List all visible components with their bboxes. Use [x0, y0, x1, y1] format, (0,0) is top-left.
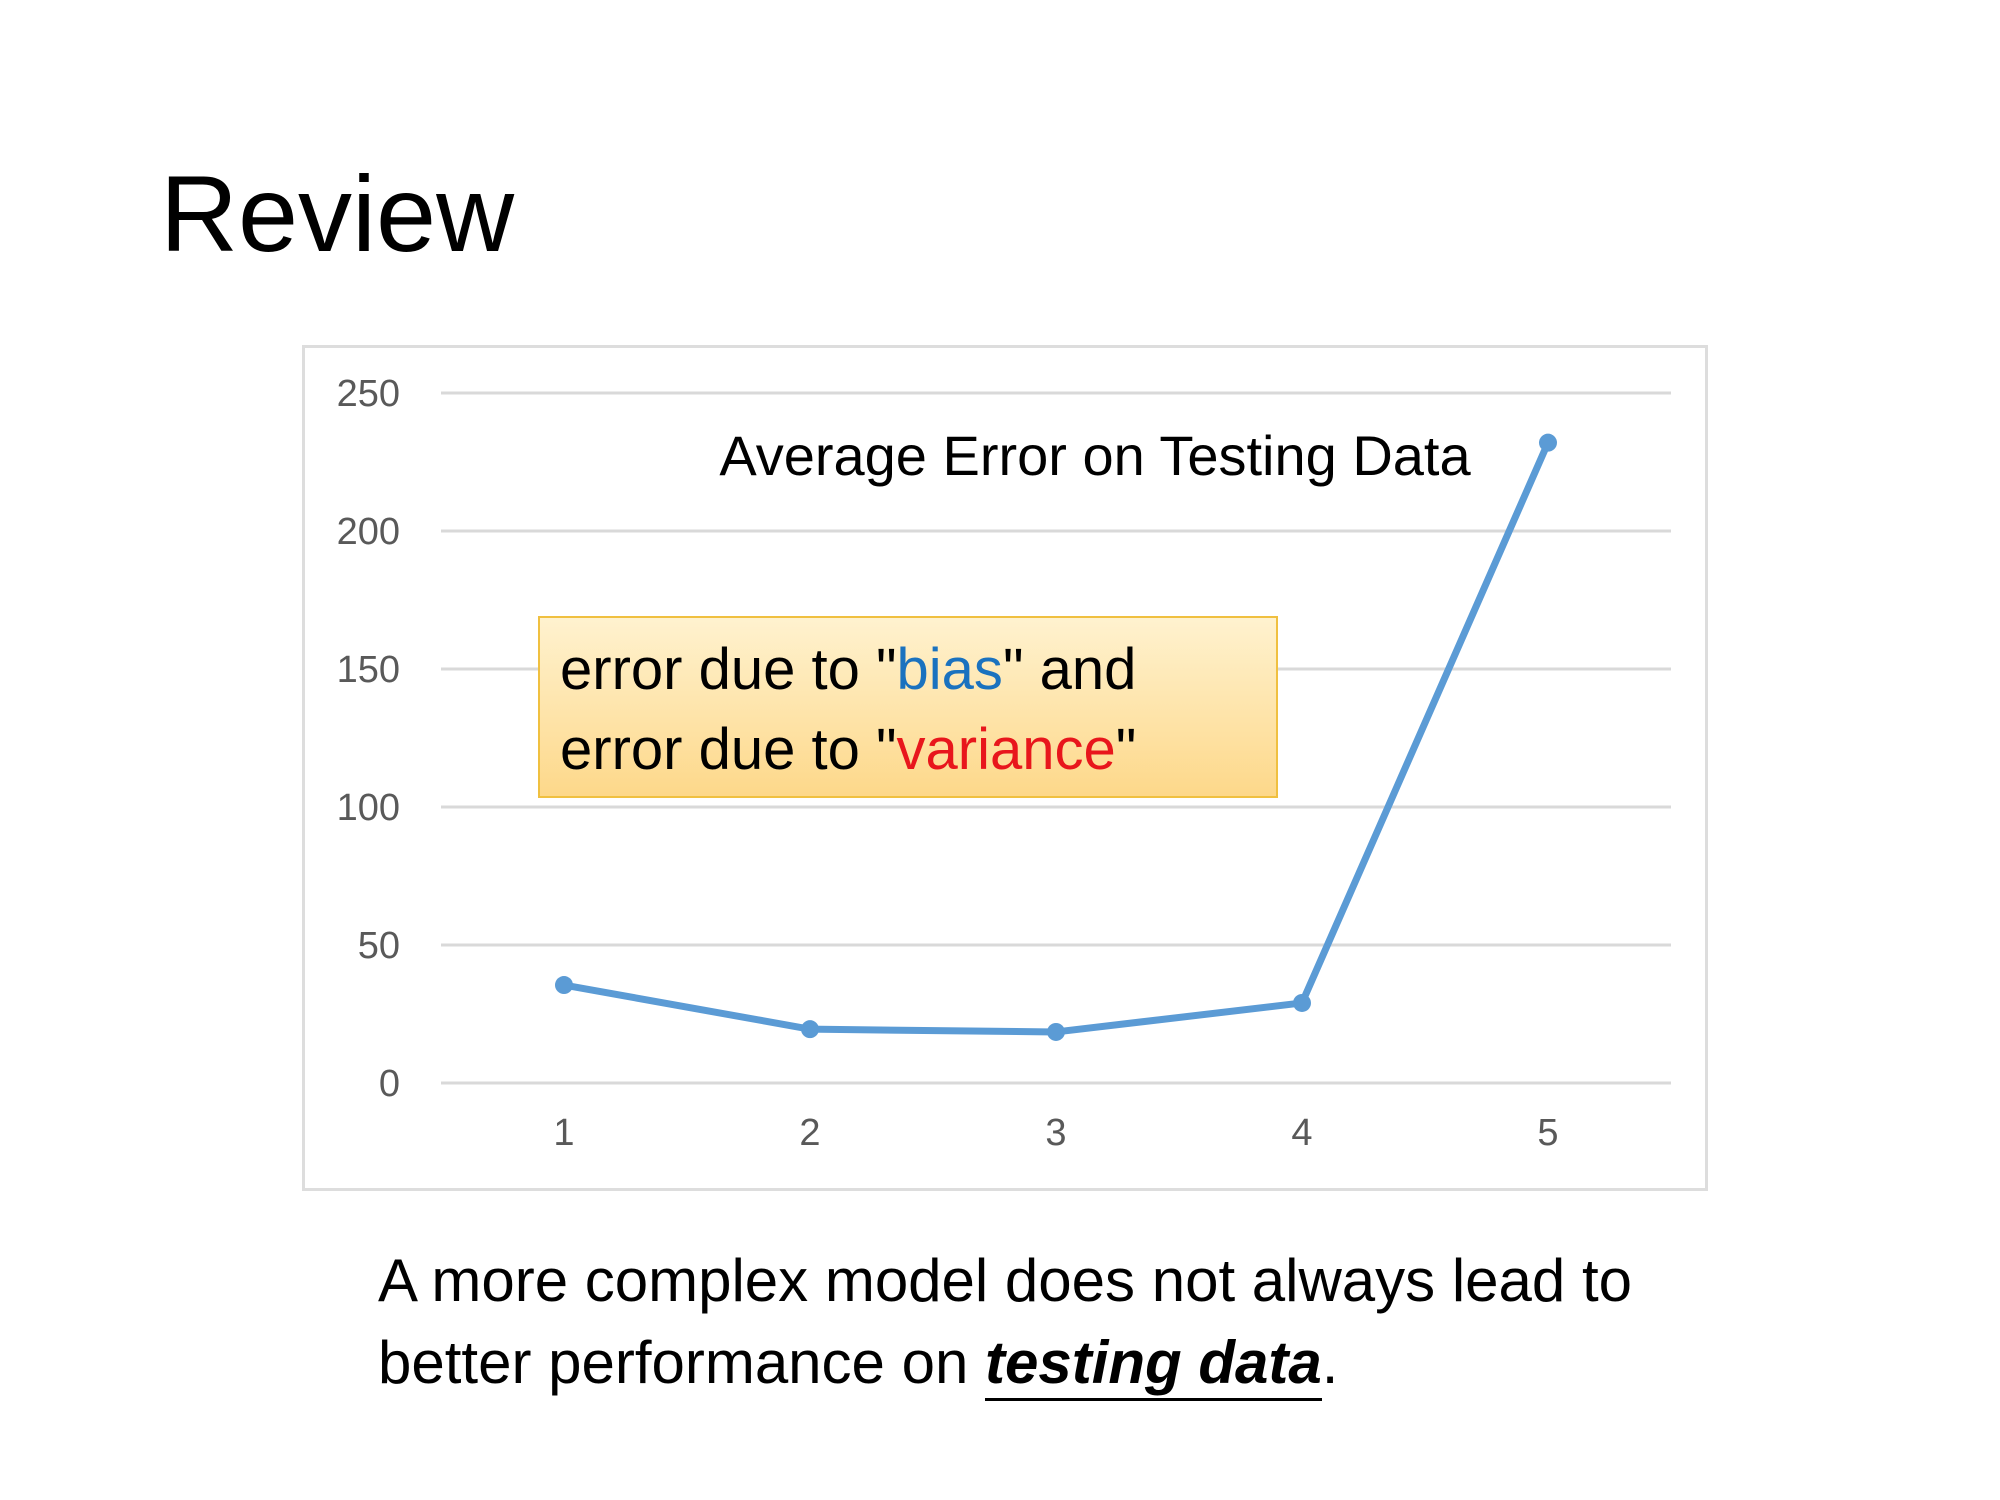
callout-text: "	[1115, 717, 1137, 782]
y-tick-label: 200	[337, 511, 400, 553]
y-tick-label: 250	[337, 373, 400, 415]
data-point	[801, 1020, 819, 1039]
conclusion-text: A more complex model does not always lea…	[378, 1240, 1778, 1404]
conclusion-line-1: A more complex model does not always lea…	[378, 1247, 1632, 1314]
callout-text: error due to "	[560, 637, 897, 702]
y-tick-label: 150	[337, 649, 400, 691]
data-point	[1047, 1022, 1065, 1041]
slide-title: Review	[160, 153, 515, 274]
data-point	[1293, 993, 1311, 1012]
x-tick-label: 3	[1045, 1112, 1066, 1154]
bias-word: bias	[896, 637, 1003, 702]
x-tick-label: 5	[1537, 1112, 1558, 1154]
y-tick-label: 0	[379, 1063, 400, 1105]
error-line-chart: 0 50 100 150 200 250 1 2 3 4 5 Average Error on T…	[337, 373, 1671, 1154]
y-tick-label: 100	[337, 787, 400, 829]
series-layer	[555, 433, 1557, 1041]
conclusion-text: .	[1321, 1329, 1339, 1396]
y-tick-label: 50	[358, 925, 400, 967]
x-axis-ticks: 1 2 3 4 5	[553, 1112, 1558, 1154]
x-tick-label: 4	[1291, 1112, 1312, 1154]
conclusion-text: better performance on	[378, 1329, 986, 1396]
testing-data-emphasis: testing data	[985, 1329, 1322, 1401]
data-point	[555, 976, 573, 995]
bias-variance-callout: error due to "bias" and error due to "va…	[538, 616, 1278, 798]
callout-line-variance: error due to "variance"	[560, 710, 1256, 790]
y-axis-ticks: 0 50 100 150 200 250	[337, 373, 400, 1105]
chart-frame: 0 50 100 150 200 250 1 2 3 4 5 Average Error on T…	[302, 345, 1708, 1191]
callout-text: error due to "	[560, 717, 897, 782]
variance-word: variance	[896, 717, 1116, 782]
gridlines	[441, 391, 1671, 1085]
x-tick-label: 2	[799, 1112, 820, 1154]
callout-line-bias: error due to "bias" and	[560, 630, 1256, 710]
data-point	[1539, 433, 1557, 452]
x-tick-label: 1	[553, 1112, 574, 1154]
chart-title: Average Error on Testing Data	[719, 424, 1471, 487]
callout-text: " and	[1002, 637, 1137, 702]
conclusion-line-2: better performance on testing data.	[378, 1322, 1778, 1404]
